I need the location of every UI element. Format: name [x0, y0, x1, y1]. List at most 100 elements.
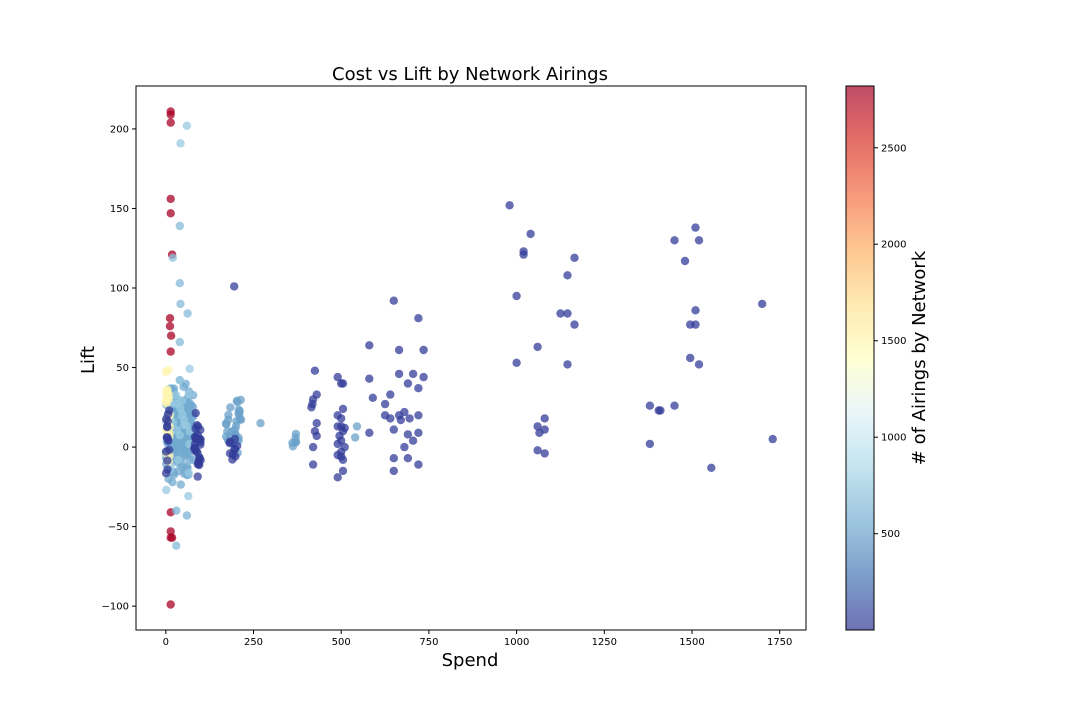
x-tick-label: 1750 [767, 637, 792, 648]
colorbar-label: # of Airings by Network [909, 250, 930, 465]
data-point [256, 419, 265, 428]
data-point [176, 299, 185, 309]
data-point [540, 414, 549, 423]
data-point [161, 367, 171, 377]
data-point [670, 401, 679, 410]
data-point [193, 448, 202, 457]
data-point [333, 473, 342, 482]
data-point [512, 291, 521, 301]
data-point [191, 424, 200, 433]
x-tick-label: 250 [244, 637, 263, 648]
data-point [308, 460, 318, 469]
data-point [191, 408, 200, 418]
data-point [184, 491, 193, 501]
data-point [526, 229, 535, 239]
data-point [166, 209, 175, 218]
data-point [389, 466, 398, 476]
data-point [307, 403, 316, 412]
data-point [172, 506, 181, 515]
data-point [179, 415, 189, 424]
data-point [352, 422, 362, 431]
data-point [758, 299, 767, 309]
data-point [175, 376, 184, 385]
x-tick-label: 750 [419, 637, 438, 648]
data-point [167, 533, 177, 542]
data-point [365, 428, 374, 437]
data-point [403, 379, 413, 388]
data-point [230, 282, 239, 291]
data-point [183, 309, 192, 318]
data-point [184, 390, 193, 399]
data-point [182, 511, 192, 520]
data-point [185, 364, 194, 373]
data-point [389, 454, 398, 463]
colorbar-ticks: 500 1000 1500 2000 2500 [874, 143, 906, 540]
data-point [338, 466, 348, 476]
y-tick-label: −50 [108, 522, 129, 533]
y-axis-ticks: −100 −50 0 50 100 150 200 [102, 124, 136, 613]
data-point [414, 411, 423, 420]
data-point [337, 452, 346, 461]
data-point [162, 447, 171, 456]
data-point [233, 441, 242, 451]
data-point [707, 463, 716, 472]
data-point [414, 428, 423, 437]
data-point [186, 399, 195, 408]
data-point [403, 454, 413, 463]
data-point [234, 405, 243, 414]
data-point [231, 452, 240, 461]
y-tick-label: 100 [110, 284, 129, 295]
data-point [174, 439, 184, 448]
data-point [365, 341, 374, 350]
chart-title: Cost vs Lift by Network Airings [332, 64, 608, 85]
colorbar-tick-label: 2500 [881, 143, 906, 154]
data-point [176, 404, 185, 413]
data-point [670, 236, 679, 245]
x-axis-label: Spend [442, 650, 499, 671]
data-point [165, 314, 175, 323]
colorbar-tick-label: 2000 [881, 240, 906, 251]
data-point [694, 236, 704, 245]
data-point [512, 358, 521, 367]
data-point [519, 250, 528, 259]
data-point [563, 309, 572, 318]
data-point [365, 374, 374, 383]
colorbar-gradient [845, 85, 875, 631]
data-point [175, 279, 184, 288]
x-tick-label: 1250 [592, 637, 617, 648]
data-point [414, 460, 423, 469]
data-point [184, 468, 193, 478]
data-point [768, 434, 777, 444]
data-point [408, 436, 418, 445]
data-point [386, 414, 395, 423]
colorbar-tick-label: 500 [881, 529, 900, 540]
data-point [533, 422, 542, 431]
data-point [165, 322, 175, 331]
data-point [165, 406, 174, 415]
data-point [338, 379, 348, 388]
data-point [177, 396, 187, 406]
data-point [175, 221, 184, 231]
data-point [656, 406, 665, 415]
data-point [533, 446, 542, 455]
y-tick-label: 50 [116, 363, 129, 374]
data-point [166, 600, 175, 609]
data-point [232, 417, 241, 426]
data-point [182, 121, 192, 130]
colorbar: 500 1000 1500 2000 2500 # of Airings by Netw… [845, 85, 930, 631]
data-point [175, 337, 184, 347]
data-point [166, 347, 175, 356]
data-point [540, 449, 549, 458]
data-point [570, 320, 579, 329]
data-point [394, 345, 404, 355]
data-point [166, 194, 175, 204]
x-tick-label: 500 [332, 637, 351, 648]
x-tick-label: 1500 [679, 637, 704, 648]
data-point [312, 390, 321, 399]
data-point [224, 410, 233, 420]
data-point [368, 393, 377, 402]
data-point [563, 360, 572, 369]
data-point [419, 345, 428, 355]
data-point [291, 429, 301, 439]
